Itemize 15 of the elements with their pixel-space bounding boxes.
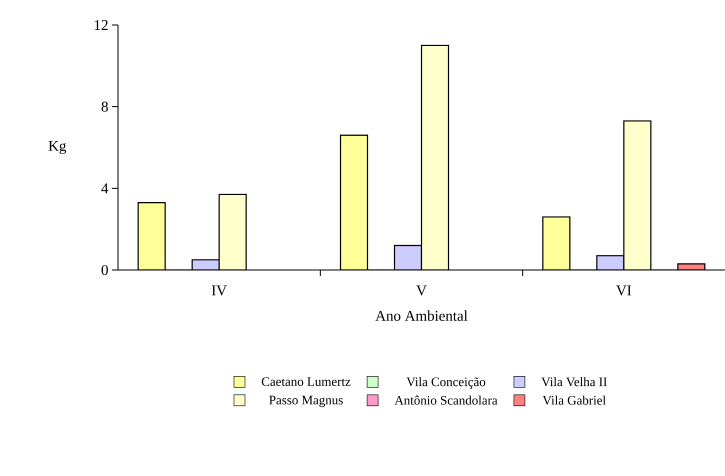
y-tick-label: 4	[101, 183, 108, 194]
x-axis-title: Ano Ambiental	[375, 310, 468, 321]
y-axis-title: Kg	[48, 140, 66, 154]
legend-label: Vila Conceição	[406, 377, 486, 389]
x-tick-label: VI	[616, 286, 632, 296]
legend-label: Vila Velha II	[541, 377, 607, 386]
x-tick-label: IV	[212, 286, 227, 296]
x-tick-label: V	[416, 286, 427, 296]
legend-label: Passo Magnus	[269, 396, 343, 408]
y-tick-label: 12	[94, 20, 108, 30]
y-tick-label: 8	[102, 102, 108, 112]
y-tick-label: 0	[102, 264, 108, 276]
legend-label: Caetano Lumertz	[262, 377, 350, 386]
legend-label: Vila Gabriel	[542, 396, 606, 405]
legend-label: Antônio Scandolara	[394, 396, 498, 405]
